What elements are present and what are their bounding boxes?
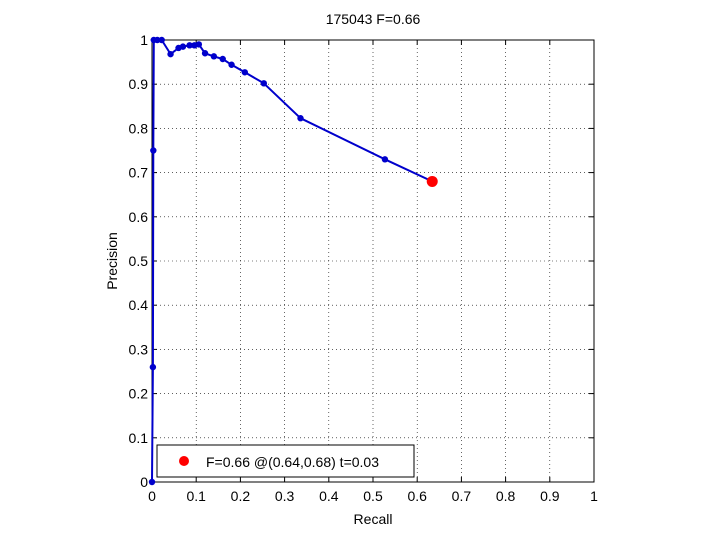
pr-curve-point: [260, 80, 268, 87]
y-axis-label: Precision: [104, 232, 120, 290]
y-tick-label: 0.1: [129, 430, 149, 446]
y-tick-label: 0: [140, 474, 148, 490]
pr-curve-point: [219, 55, 226, 63]
legend-marker: [179, 456, 189, 466]
y-tick-label: 0.6: [129, 209, 149, 225]
pr-curve-point: [167, 50, 174, 58]
x-tick-label: 0.1: [186, 488, 206, 504]
pr-curve-point: [201, 50, 209, 57]
x-tick-label: 0.6: [407, 488, 427, 504]
pr-curve-point: [148, 478, 156, 486]
legend: F=0.66 @(0.64,0.68) t=0.03: [156, 444, 415, 478]
y-tick-label: 0.9: [129, 76, 149, 92]
x-tick-label: 0: [148, 488, 156, 504]
x-tick-label: 0.2: [231, 488, 251, 504]
legend-box: [156, 444, 415, 478]
best-f-point: [426, 175, 438, 187]
y-tick-label: 0.3: [129, 341, 149, 357]
pr-curve-point: [179, 43, 187, 50]
x-tick-label: 0.4: [319, 488, 339, 504]
pr-curve-point: [195, 41, 203, 48]
pr-curve-point: [210, 53, 218, 60]
pr-curve-point: [154, 36, 161, 44]
chart-title: 175043 F=0.66: [326, 11, 421, 27]
y-tick-label: 0.5: [129, 253, 149, 269]
x-tick-label: 0.3: [275, 488, 295, 504]
x-axis-label: Recall: [354, 511, 393, 527]
y-tick-label: 0.4: [129, 297, 149, 313]
series-layer: [148, 36, 438, 486]
legend-label: F=0.66 @(0.64,0.68) t=0.03: [206, 454, 379, 470]
x-tick-label: 1: [590, 488, 598, 504]
y-tick-label: 0.8: [129, 120, 149, 136]
pr-curve-point: [150, 147, 157, 154]
pr-curve-point: [228, 61, 235, 68]
x-tick-label: 0.5: [363, 488, 383, 504]
x-tick-label: 0.7: [452, 488, 472, 504]
axis-ticks: 0 0.1 0.2 0.3 0.4 0.5 0.6 0.7 0.8 0.9 1 0 0.1 0.2 0.3 0…: [129, 32, 599, 504]
pr-curve-point: [241, 69, 249, 76]
pr-curve-point: [186, 42, 193, 49]
y-tick-label: 1: [140, 32, 148, 48]
y-tick-label: 0.2: [129, 386, 149, 402]
x-tick-label: 0.8: [496, 488, 516, 504]
x-tick-label: 0.9: [540, 488, 560, 504]
pr-curve-point: [297, 115, 304, 122]
pr-curve-point: [149, 363, 157, 371]
y-tick-label: 0.7: [129, 165, 149, 181]
pr-curve-point: [381, 156, 389, 163]
grid: [152, 40, 594, 482]
pr-curve-point: [158, 36, 165, 44]
